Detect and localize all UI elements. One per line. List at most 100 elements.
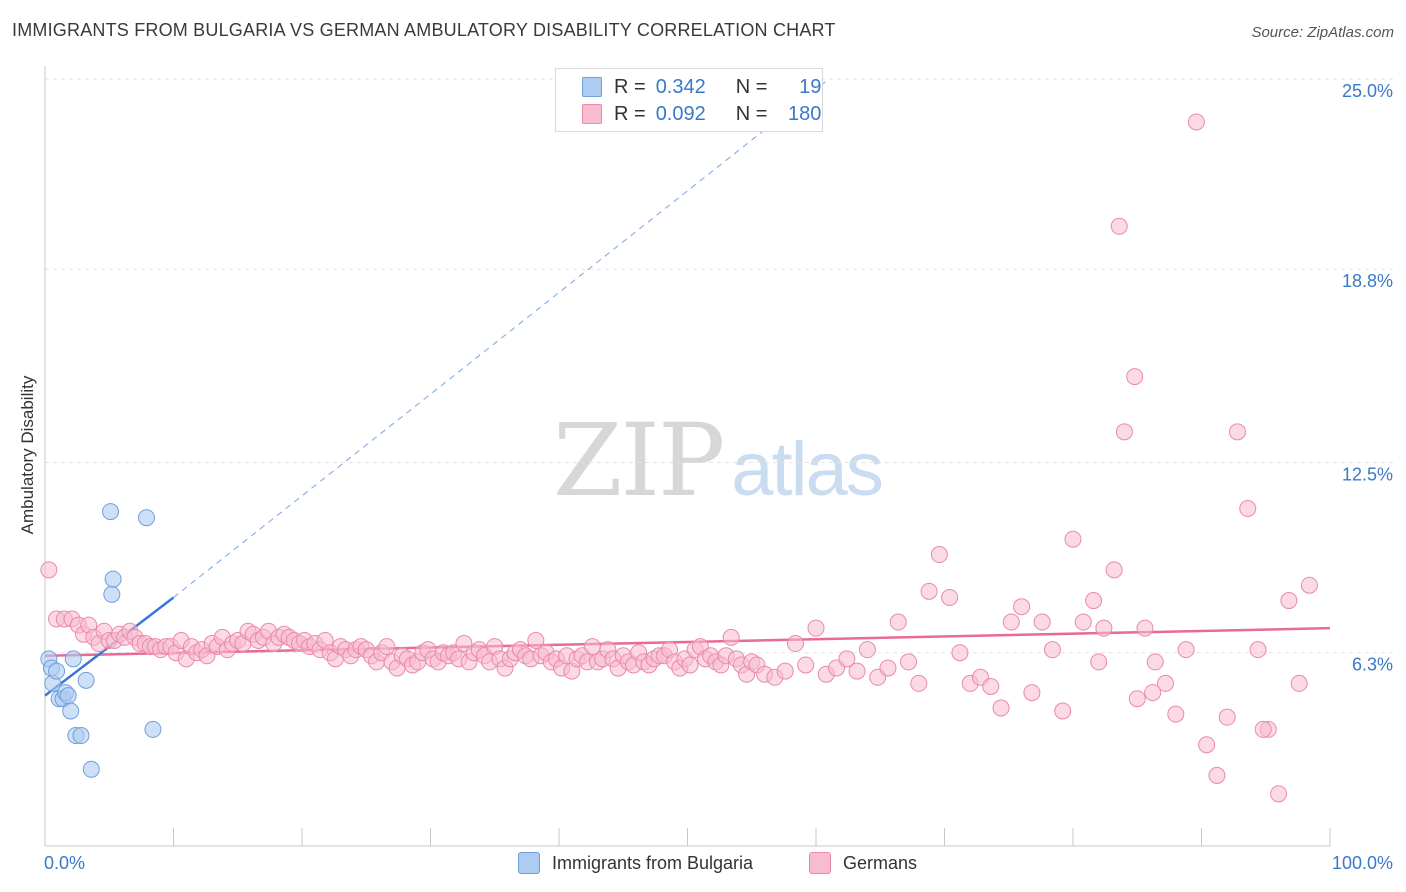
data-point-germans [1218, 708, 1236, 726]
data-point-germans [681, 656, 699, 674]
legend-swatch-germans [582, 104, 602, 124]
data-point-bulgaria [104, 570, 122, 588]
legend-swatch-bulgaria [518, 852, 540, 874]
legend-swatch-germans [809, 852, 831, 874]
legend-r-label: R = [614, 75, 646, 98]
data-point-germans [848, 662, 866, 680]
data-point-germans [992, 699, 1010, 717]
data-point-germans [1033, 613, 1051, 631]
legend-row-germans: R = 0.092 N = 180 [582, 102, 821, 126]
data-point-germans [951, 644, 969, 662]
x-tick-label: 0.0% [44, 853, 85, 873]
data-point-germans [982, 677, 1000, 695]
data-point-germans [930, 546, 948, 564]
data-point-bulgaria [77, 671, 95, 689]
watermark: ZIP atlas [553, 402, 884, 519]
y-tick-label: 25.0% [1342, 81, 1393, 101]
y-axis-label: Ambulatory Disability [18, 375, 37, 535]
legend-n-value: 180 [788, 102, 822, 125]
data-point-germans [527, 631, 545, 649]
legend-label-germans: Germans [843, 852, 918, 873]
legend-n-label: N = [735, 102, 768, 125]
data-point-germans [378, 638, 396, 656]
data-point-germans [1177, 641, 1195, 659]
data-point-germans [786, 635, 804, 653]
data-point-bulgaria [48, 662, 66, 680]
data-point-bulgaria [103, 585, 121, 603]
data-point-germans [797, 656, 815, 674]
trend-lines [44, 78, 1331, 697]
correlation-legend: R = 0.342 N = 19 R = 0.092 N = 180 [555, 68, 823, 132]
legend-label-bulgaria: Immigrants from Bulgaria [552, 852, 754, 873]
watermark-zip: ZIP [553, 402, 725, 519]
chart-title: IMMIGRANTS FROM BULGARIA VS GERMAN AMBUL… [12, 20, 836, 40]
data-point-germans [1090, 653, 1108, 671]
legend-r-value: 0.342 [655, 75, 706, 98]
x-tick-label: 100.0% [1332, 853, 1393, 873]
data-point-bulgaria [144, 720, 162, 738]
data-point-germans [1085, 592, 1103, 610]
legend-item-bulgaria[interactable]: Immigrants from Bulgaria [518, 852, 753, 874]
data-points [40, 113, 1318, 803]
data-point-germans [807, 619, 825, 637]
data-point-germans [40, 561, 58, 579]
data-point-germans [1280, 592, 1298, 610]
data-point-bulgaria [82, 760, 100, 778]
trend-line-germans [44, 626, 1331, 658]
data-point-germans [1270, 785, 1288, 803]
data-point-germans [1110, 217, 1128, 235]
data-point-germans [1239, 500, 1257, 518]
data-point-germans [879, 659, 897, 677]
legend-n-value: 19 [799, 75, 822, 98]
data-point-germans [1002, 613, 1020, 631]
data-point-germans [910, 674, 928, 692]
data-point-germans [1064, 530, 1082, 548]
data-point-germans [900, 653, 918, 671]
data-point-germans [1043, 641, 1061, 659]
source-credit: Source: ZipAtlas.com [1251, 24, 1394, 41]
y-tick-label: 12.5% [1342, 465, 1393, 485]
data-point-germans [1144, 684, 1162, 702]
legend-item-germans[interactable]: Germans [809, 852, 917, 874]
tick-labels: 6.3% 12.5% 18.8% 25.0% 0.0% 100.0% [44, 81, 1393, 873]
data-point-germans [1095, 619, 1113, 637]
data-point-germans [1136, 619, 1154, 637]
legend-n-label: N = [735, 75, 768, 98]
data-point-germans [1146, 653, 1164, 671]
data-point-germans [1198, 736, 1216, 754]
data-point-germans [920, 582, 938, 600]
legend-r-label: R = [614, 102, 646, 125]
data-point-germans [858, 641, 876, 659]
data-point-germans [1115, 423, 1133, 441]
data-point-germans [1228, 423, 1246, 441]
data-point-bulgaria [59, 687, 77, 705]
y-tick-label: 6.3% [1352, 655, 1393, 675]
data-point-bulgaria [64, 650, 82, 668]
y-tick-label: 18.8% [1342, 271, 1393, 291]
data-point-germans [838, 650, 856, 668]
data-point-bulgaria [62, 702, 80, 720]
data-point-germans [1249, 641, 1267, 659]
data-point-germans [776, 662, 794, 680]
data-point-germans [1187, 113, 1205, 131]
data-point-germans [1074, 613, 1092, 631]
data-point-germans [1023, 684, 1041, 702]
data-point-bulgaria [72, 727, 90, 745]
legend-swatch-bulgaria [582, 77, 602, 97]
series-legend: Immigrants from Bulgaria Germans [0, 852, 1406, 878]
data-point-germans [1128, 690, 1146, 708]
axes [44, 66, 1331, 847]
data-point-germans [1254, 720, 1272, 738]
data-point-germans [1157, 674, 1175, 692]
data-point-germans [1167, 705, 1185, 723]
data-point-germans [1105, 561, 1123, 579]
legend-r-value: 0.092 [655, 102, 706, 125]
data-point-bulgaria [138, 509, 156, 527]
data-point-bulgaria [102, 503, 120, 521]
data-point-germans [889, 613, 907, 631]
data-point-germans [1290, 674, 1308, 692]
data-point-germans [1013, 598, 1031, 616]
data-point-germans [941, 588, 959, 606]
data-point-germans [1126, 368, 1144, 386]
data-point-germans [1054, 702, 1072, 720]
